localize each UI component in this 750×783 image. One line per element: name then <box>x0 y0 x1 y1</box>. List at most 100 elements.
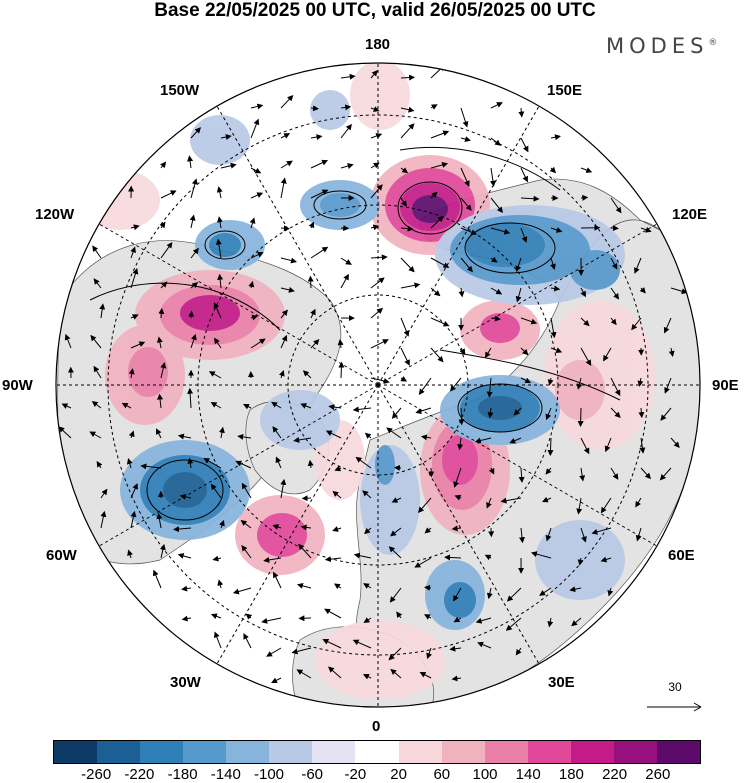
wind-arrow <box>400 317 410 337</box>
wind-arrow <box>130 246 136 259</box>
wind-arrow <box>310 308 316 319</box>
colorbar-segment <box>613 741 657 763</box>
colorbar-segment <box>527 741 571 763</box>
wind-arrow <box>449 645 462 652</box>
wind-arrow <box>430 191 438 199</box>
wind-arrow <box>500 497 522 504</box>
wind-arrow <box>489 167 496 187</box>
wind-arrow <box>89 431 102 439</box>
wind-arrow <box>177 433 192 440</box>
wind-arrow <box>400 282 421 289</box>
wind-arrow <box>158 307 165 319</box>
wind-arrow <box>266 647 282 657</box>
wind-arrow <box>550 317 557 339</box>
wind-arrow <box>545 407 552 421</box>
wind-arrow <box>187 155 194 169</box>
wind-arrow <box>520 227 528 243</box>
wind-arrow <box>220 134 232 140</box>
anomaly-trough <box>570 250 620 290</box>
wind-arrow <box>668 347 675 357</box>
wind-arrow <box>310 134 323 141</box>
wind-arrow <box>391 497 402 503</box>
wind-arrow <box>220 162 237 169</box>
wind-arrow <box>156 512 163 529</box>
wind-arrow <box>459 347 466 355</box>
anomaly-trough <box>360 445 420 555</box>
wind-arrow <box>370 70 378 79</box>
wind-arrow <box>415 407 432 414</box>
wind-arrow <box>96 460 103 469</box>
wind-arrow <box>549 166 557 174</box>
wind-arrow <box>428 467 435 478</box>
wind-arrow <box>280 177 287 199</box>
wind-arrow <box>203 458 222 469</box>
wind-arrow <box>506 587 522 602</box>
anomaly-ridge <box>80 170 160 230</box>
wind-arrow <box>547 377 554 386</box>
wind-arrow <box>400 347 410 366</box>
wind-arrow <box>100 488 108 499</box>
wind-arrow <box>271 401 282 409</box>
wind-arrow <box>400 74 416 81</box>
lon-label-30e: 30E <box>548 674 575 691</box>
wind-arrow <box>571 617 582 627</box>
wind-arrow <box>250 118 260 139</box>
wind-arrow <box>271 677 282 684</box>
wind-arrow <box>580 167 593 173</box>
wind-arrow <box>310 159 329 169</box>
wind-arrow <box>280 478 287 499</box>
wind-arrow <box>600 497 612 514</box>
wind-arrow <box>173 526 192 533</box>
wind-arrow <box>424 527 432 534</box>
wind-arrow <box>490 102 503 109</box>
wind-arrow <box>484 554 492 561</box>
wind-arrow <box>296 669 312 679</box>
wind-arrow <box>509 437 522 444</box>
wind-arrow <box>340 73 356 80</box>
wind-arrow <box>217 579 224 589</box>
wind-arrow <box>640 467 651 480</box>
wind-arrow <box>520 167 528 183</box>
wind-arrow <box>248 280 255 289</box>
wind-arrow <box>520 137 529 153</box>
anomaly-ridge <box>350 63 410 130</box>
wind-arrow <box>449 377 462 392</box>
colorbar-segment <box>54 741 98 763</box>
wind-arrow <box>340 163 354 169</box>
wind-arrow <box>430 215 444 229</box>
wind-arrow <box>424 614 432 620</box>
wind-arrow <box>430 162 449 169</box>
colorbar-segment <box>97 741 141 763</box>
wind-arrow <box>577 557 584 566</box>
colorbar-ticks: -260 -220 -180 -140 -100 -60 -20 20 60 100 140 180 2… <box>53 766 701 783</box>
wind-arrow <box>160 362 167 379</box>
wind-arrow <box>334 465 342 472</box>
anomaly-ridge <box>315 620 445 700</box>
wind-arrow <box>190 333 197 349</box>
wind-arrow <box>460 136 471 143</box>
colorbar-tick-label: 220 <box>602 766 628 783</box>
wind-arrow <box>130 510 137 529</box>
colorbar-tick-label: -220 <box>124 766 155 783</box>
anomaly-trough <box>190 115 250 165</box>
wind-arrow <box>130 483 138 499</box>
wind-arrow <box>291 647 312 655</box>
wind-arrow <box>400 123 415 139</box>
anomaly-ridge <box>412 195 448 223</box>
colorbar <box>53 740 701 764</box>
wind-arrow <box>515 647 522 656</box>
reference-vector-label: 30 <box>668 680 682 694</box>
wind-arrow <box>340 123 352 139</box>
wind-arrow <box>390 668 402 679</box>
wind-arrow <box>293 436 312 443</box>
wind-arrow <box>453 616 462 623</box>
wind-arrow <box>610 197 622 214</box>
wind-arrow <box>364 527 372 535</box>
wind-arrow <box>639 437 646 454</box>
wind-arrow <box>451 525 462 532</box>
lon-label-120e: 120E <box>672 206 708 223</box>
wind-arrow <box>213 302 222 319</box>
wind-arrow <box>190 178 198 199</box>
anomaly-trough <box>260 390 340 450</box>
contour-line <box>146 459 224 521</box>
